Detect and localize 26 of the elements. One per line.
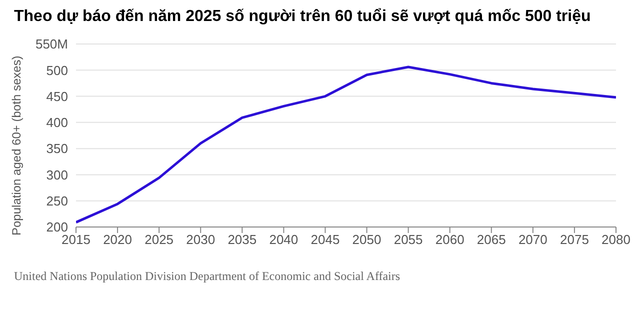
x-tick-label: 2060 bbox=[435, 232, 464, 248]
x-tick-label: 2045 bbox=[310, 232, 340, 248]
y-tick-label: 400 bbox=[46, 115, 68, 130]
x-tick-label: 2065 bbox=[476, 232, 506, 248]
x-tick-label: 2015 bbox=[62, 232, 90, 248]
x-tick-label: 2025 bbox=[144, 232, 174, 248]
x-tick-label: 2055 bbox=[394, 232, 423, 248]
x-tick-label: 2050 bbox=[352, 232, 382, 248]
y-axis-title: Population aged 60+ (both sexes) bbox=[9, 56, 24, 236]
y-tick-label: 550M bbox=[35, 36, 68, 52]
y-tick-label: 250 bbox=[46, 193, 68, 208]
x-tick-label: 2075 bbox=[560, 232, 589, 248]
text: United Nations Population Division Department of Economic and Social Affairs bbox=[14, 269, 402, 284]
chart-title: Theo dự báo đến năm 2025 số người trên 60 tuổi sẽ vượt quá mốc 500 triệu bbox=[14, 8, 592, 26]
x-tick-label: 2080 bbox=[602, 232, 630, 248]
y-tick-label: 450 bbox=[46, 88, 68, 104]
line-series bbox=[76, 66, 616, 224]
y-tick-label: 200 bbox=[46, 220, 68, 235]
x-tick-label: 2035 bbox=[228, 232, 257, 248]
x-tick-label: 2030 bbox=[186, 232, 216, 248]
y-tick-label: 500 bbox=[46, 62, 68, 78]
x-tick-label: 2020 bbox=[103, 232, 132, 248]
x-tick-label: 2070 bbox=[518, 232, 548, 248]
y-tick-label: 350 bbox=[46, 141, 68, 156]
x-tick-label: 2040 bbox=[269, 232, 298, 248]
y-tick-label: 300 bbox=[46, 167, 68, 182]
